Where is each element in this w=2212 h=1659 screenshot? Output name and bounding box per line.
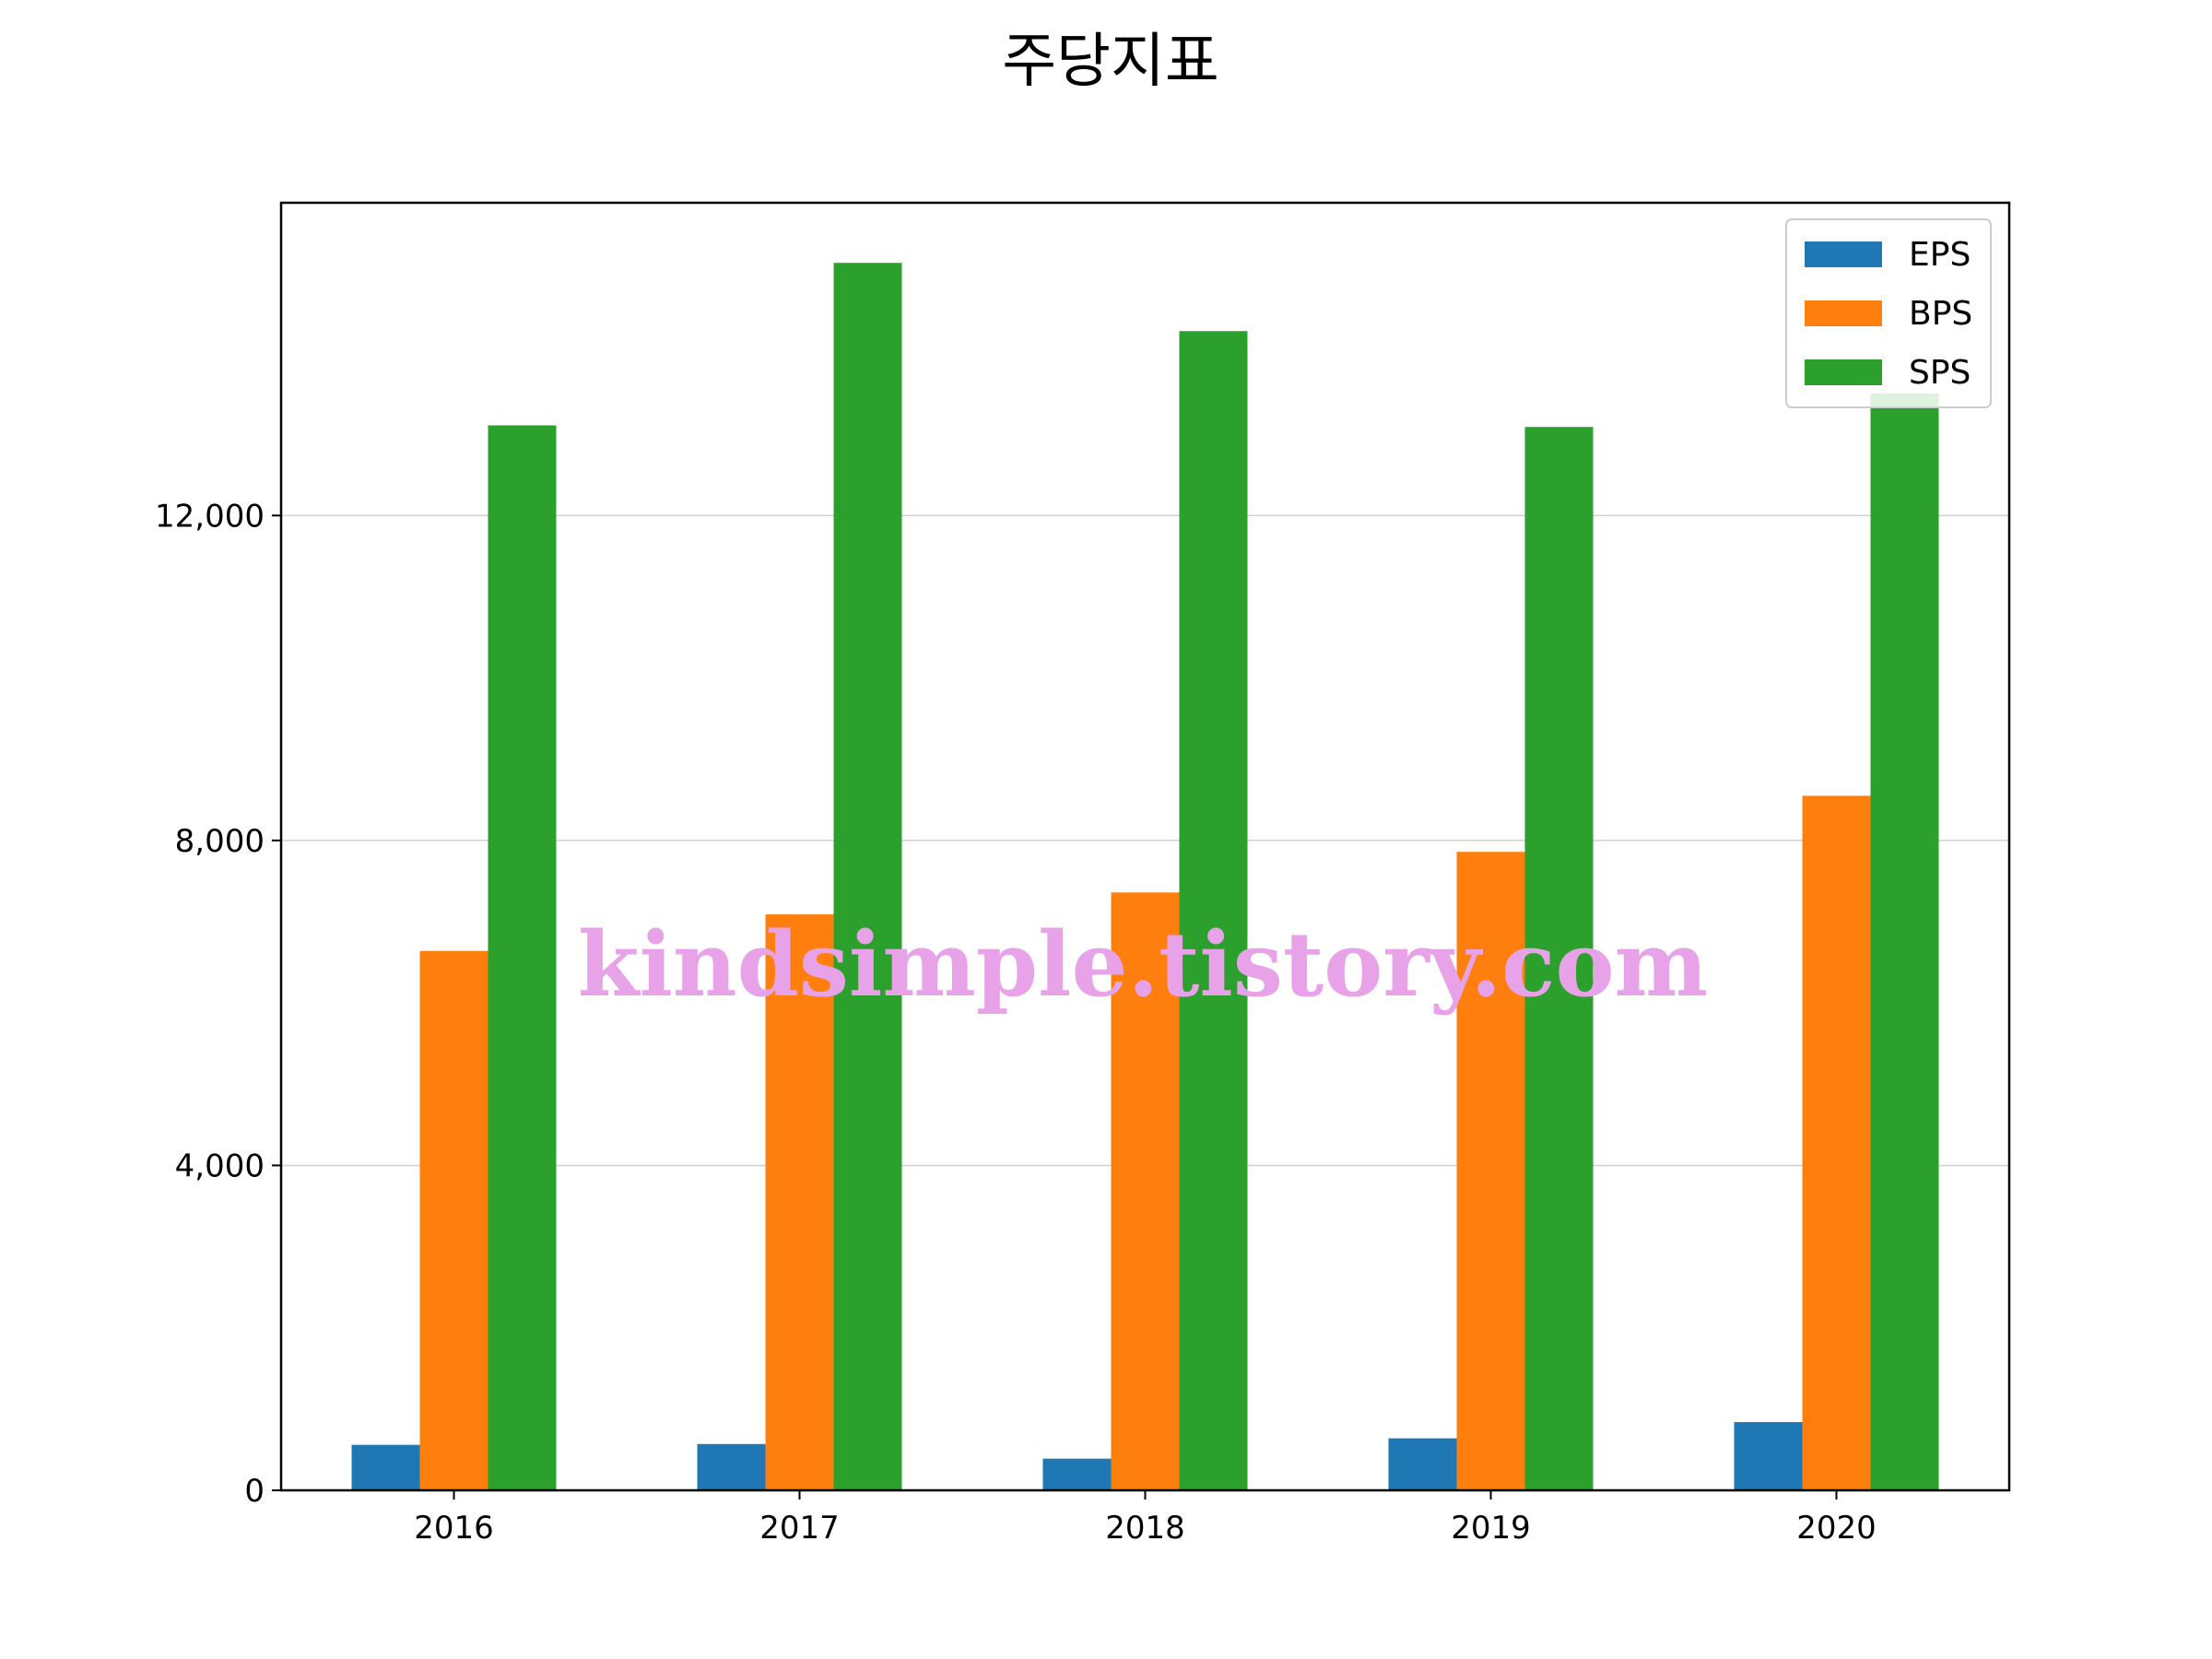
legend-label-bps: BPS [1909, 295, 1972, 333]
bar-bps-2020 [1802, 795, 1871, 1490]
bar-sps-2016 [488, 425, 557, 1491]
bar-eps-2018 [1042, 1458, 1112, 1490]
bar-bps-2018 [1111, 892, 1180, 1490]
x-tick-label-2016: 2016 [414, 1510, 494, 1547]
bar-eps-2017 [697, 1443, 766, 1490]
watermark: kindsimple.tistory.com [578, 912, 1708, 1017]
y-tick-label-0: 0 [244, 1473, 265, 1510]
bar-eps-2019 [1388, 1438, 1457, 1490]
bar-sps-2018 [1179, 331, 1248, 1491]
bar-bps-2016 [419, 950, 488, 1490]
x-tick-label-2019: 2019 [1451, 1510, 1531, 1547]
x-tick-label-2018: 2018 [1105, 1510, 1185, 1547]
x-tick-label-2020: 2020 [1796, 1510, 1877, 1547]
legend-swatch-sps [1805, 359, 1882, 385]
y-tick-label-8,000: 8,000 [175, 823, 265, 860]
chart-title: 주당지표 [1002, 28, 1219, 96]
x-tick-label-2017: 2017 [759, 1510, 840, 1547]
y-tick-label-4,000: 4,000 [175, 1147, 265, 1184]
y-axis-ticks: 0 4,000 8,000 12,000 [155, 498, 281, 1510]
bar-eps-2016 [351, 1444, 420, 1490]
bar-eps-2020 [1734, 1421, 1803, 1490]
x-axis-ticks: 2016 2017 2018 2019 2020 [414, 1490, 1877, 1547]
y-tick-label-12,000: 12,000 [155, 498, 265, 535]
legend-label-sps: SPS [1909, 354, 1971, 392]
legend-swatch-eps [1805, 241, 1882, 267]
bar-sps-2019 [1524, 427, 1594, 1491]
bar-sps-2017 [833, 263, 902, 1491]
bars-group [351, 263, 1939, 1491]
legend-swatch-bps [1805, 300, 1882, 326]
legend: EPS BPS SPS [1785, 218, 1992, 408]
bar-sps-2020 [1870, 394, 1939, 1490]
bar-bps-2019 [1456, 852, 1525, 1490]
bar-bps-2017 [765, 914, 834, 1490]
legend-label-eps: EPS [1909, 236, 1971, 274]
